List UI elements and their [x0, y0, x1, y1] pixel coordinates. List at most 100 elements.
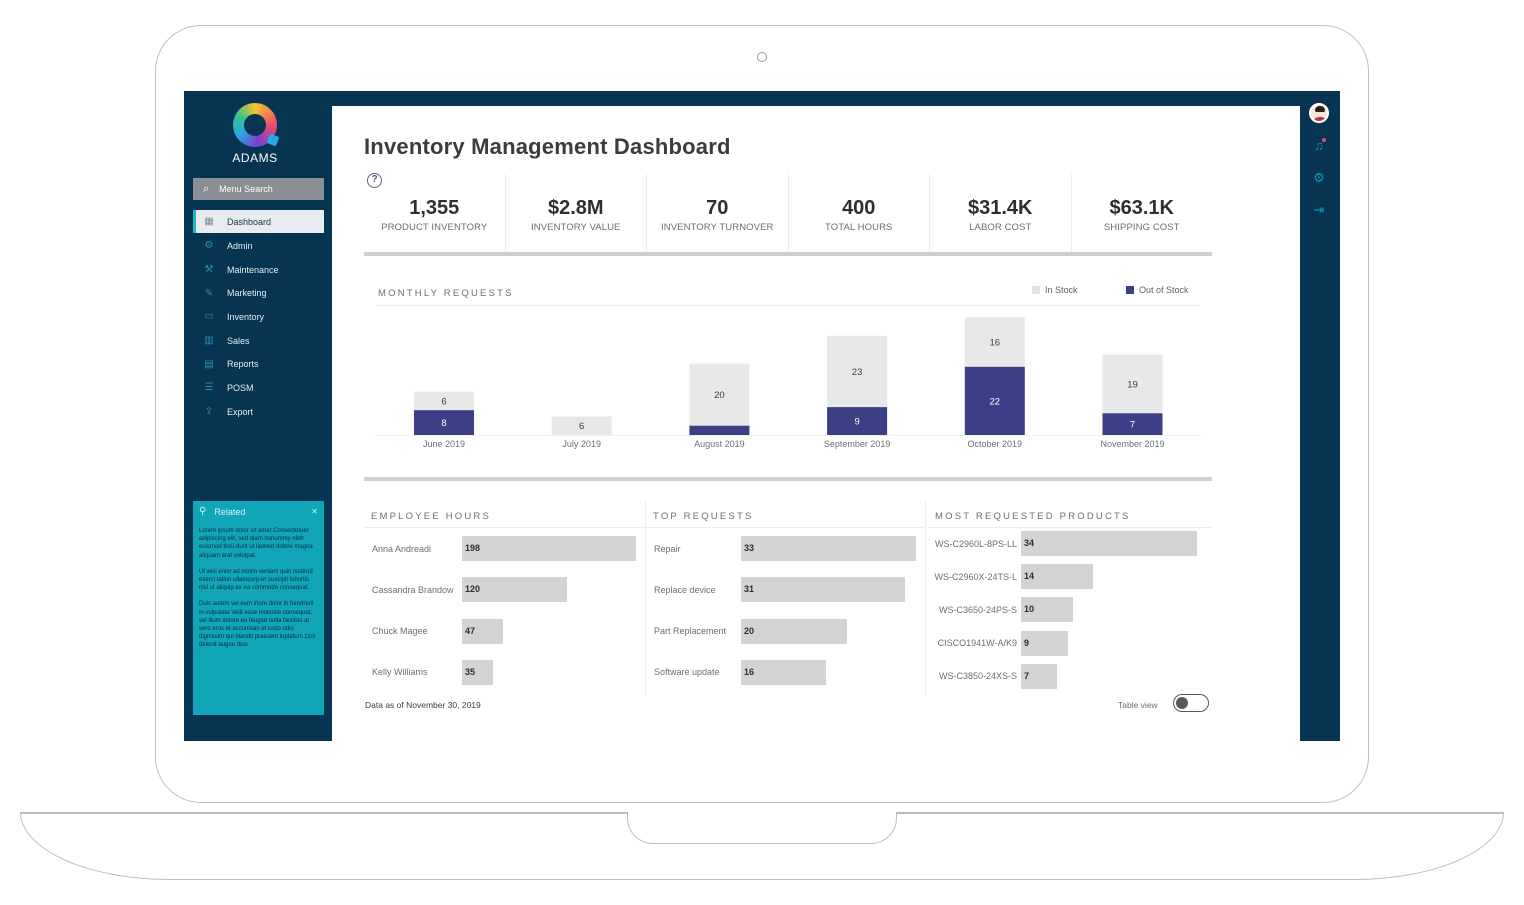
box-icon: ▭	[204, 311, 214, 323]
bar-out-of-stock[interactable]	[827, 407, 888, 435]
bar-row[interactable]: WS-C3850-24XS-S 7	[928, 663, 1212, 689]
chart-title: TOP REQUESTS	[653, 511, 754, 522]
tick-label: November 2019	[1100, 439, 1164, 449]
bar	[741, 577, 906, 603]
bar-value: 16	[744, 666, 755, 677]
page-title: Inventory Management Dashboard	[364, 134, 731, 159]
bar-value: 20	[744, 625, 755, 636]
table-view-toggle[interactable]	[1173, 694, 1209, 712]
data-label: 6	[579, 421, 584, 432]
legend-item-out-of-stock: Out of Stock	[1126, 285, 1189, 295]
bar-row[interactable]: WS-C2960X-24TS-L 14	[928, 564, 1212, 590]
legend-swatch	[1032, 286, 1040, 294]
bar-row[interactable]: Chuck Magee 47	[364, 618, 644, 644]
bar-row[interactable]: Part Replacement 20	[646, 618, 924, 644]
column-divider	[925, 501, 926, 696]
sidebar: ADAMS ⌕ Menu Search ▦ Dashboard ⚙ Admin ⚒ Mai…	[184, 91, 326, 741]
data-label: 22	[990, 396, 1001, 407]
sidebar-item-sales[interactable]: ▥ Sales	[193, 329, 324, 353]
bar	[1021, 663, 1058, 689]
column-divider	[645, 501, 646, 696]
kpi-value: 400	[842, 197, 876, 219]
bar-in-stock[interactable]	[827, 335, 888, 408]
chart-title: EMPLOYEE HOURS	[371, 511, 492, 522]
kpi-card[interactable]: $63.1K SHIPPING COST	[1072, 174, 1213, 252]
bar-out-of-stock[interactable]	[689, 425, 750, 435]
category-label: Repair	[654, 543, 681, 554]
close-icon[interactable]: ✕	[311, 507, 318, 516]
category-label: Software update	[654, 667, 720, 678]
legend-label: In Stock	[1045, 285, 1078, 295]
bar-row[interactable]: CISCO1941W-A/K9 9	[928, 630, 1212, 656]
sidebar-item-dashboard[interactable]: ▦ Dashboard	[193, 210, 324, 233]
megaphone-icon: ✎	[204, 287, 214, 299]
tick-label: August 2019	[694, 439, 745, 449]
kpi-strip: 1,355 PRODUCT INVENTORY $2.8M INVENTORY VAL…	[364, 174, 1212, 256]
screen: ADAMS ⌕ Menu Search ▦ Dashboard ⚙ Admin ⚒ Mai…	[184, 91, 1340, 741]
bar-row[interactable]: WS-C2960L-8PS-LL 34	[928, 531, 1212, 556]
category-label: WS-C3850-24XS-S	[938, 671, 1017, 682]
category-label: Replace device	[654, 584, 716, 595]
kpi-card[interactable]: $31.4K LABOR COST	[930, 174, 1072, 252]
bar-value: 14	[1024, 571, 1035, 582]
kpi-card[interactable]: $2.8M INVENTORY VALUE	[506, 174, 647, 252]
bar-row[interactable]: Anna Andreadi 198	[364, 536, 644, 561]
data-label: 23	[852, 367, 863, 378]
menu-search-button[interactable]: ⌕ Menu Search	[193, 178, 324, 200]
sidebar-item-marketing[interactable]: ✎ Marketing	[193, 281, 324, 305]
bar	[462, 536, 636, 561]
sidebar-item-export[interactable]: ⇪ Export	[193, 400, 324, 424]
bar-value: 7	[1024, 670, 1030, 681]
data-label: 9	[854, 417, 859, 428]
bar	[741, 536, 916, 561]
wrench-icon: ⚒	[204, 264, 214, 276]
avatar[interactable]	[1309, 103, 1329, 123]
bell-icon[interactable]: ♫	[1309, 137, 1329, 155]
bar-out-of-stock[interactable]	[1102, 413, 1163, 435]
related-header: ⚲ Related ✕	[199, 506, 318, 517]
category-label: WS-C3650-24PS-S	[938, 604, 1017, 615]
bar-row[interactable]: WS-C3650-24PS-S 10	[928, 597, 1212, 623]
link-icon: ⚲	[199, 506, 207, 517]
category-label: CISCO1941W-A/K9	[937, 638, 1017, 649]
bar-row[interactable]: Software update 16	[646, 659, 924, 685]
laptop-notch	[627, 812, 897, 844]
bar-in-stock[interactable]	[964, 317, 1025, 367]
bar-in-stock[interactable]	[689, 363, 750, 426]
bar-row[interactable]: Cassandra Brandow 120	[364, 577, 644, 603]
bar-row[interactable]: Repair 33	[646, 536, 924, 561]
kpi-value: $2.8M	[547, 197, 604, 219]
right-rail: ♫ ⚙ ⇥	[1309, 103, 1331, 219]
chart-title: MONTHLY REQUESTS	[378, 288, 514, 299]
bar-in-stock[interactable]	[414, 391, 474, 411]
sidebar-item-reports[interactable]: ▤ Reports	[193, 352, 324, 376]
monthly-requests-plot: 8 6 June 2019 6 July 2019 20 August 2019 9 23 Sep…	[374, 317, 1202, 449]
gear-icon[interactable]: ⚙	[1313, 170, 1325, 185]
employee-hours-chart: EMPLOYEE HOURS Anna Andreadi 198 Cassandra …	[364, 501, 644, 696]
help-icon[interactable]: ?	[367, 173, 382, 188]
bar	[1021, 630, 1068, 656]
sidebar-item-inventory[interactable]: ▭ Inventory	[193, 305, 324, 329]
data-as-of: Data as of November 30, 2019	[365, 700, 481, 710]
bar-out-of-stock[interactable]	[414, 410, 474, 435]
bar-row[interactable]: Replace device 31	[646, 577, 924, 603]
monthly-requests-chart: MONTHLY REQUESTS In Stock Out of Stock 8…	[364, 271, 1212, 481]
sidebar-item-admin[interactable]: ⚙ Admin	[193, 234, 324, 258]
logout-icon[interactable]: ⇥	[1313, 202, 1325, 217]
bar-out-of-stock[interactable]	[964, 366, 1025, 435]
sidebar-item-posm[interactable]: ☰ POSM	[193, 376, 324, 400]
kpi-card[interactable]: 400 TOTAL HOURS	[789, 174, 930, 252]
bar-row[interactable]: Kelly Williams 35	[364, 659, 644, 685]
gear-icon: ⚙	[204, 240, 214, 252]
bar-in-stock[interactable]	[551, 416, 612, 435]
sidebar-item-maintenance[interactable]: ⚒ Maintenance	[193, 258, 324, 282]
top-requests-chart: TOP REQUESTS Repair 33 Replace device 31 Part…	[646, 501, 924, 696]
kpi-label: LABOR COST	[969, 222, 1032, 233]
kpi-card[interactable]: 1,355 PRODUCT INVENTORY	[364, 174, 506, 252]
bar-in-stock[interactable]	[1102, 354, 1163, 414]
kpi-card[interactable]: 70 INVENTORY TURNOVER	[647, 174, 789, 252]
table-view-label: Table view	[1118, 700, 1158, 710]
category-label: Cassandra Brandow	[372, 584, 454, 595]
kpi-label: PRODUCT INVENTORY	[381, 222, 488, 233]
